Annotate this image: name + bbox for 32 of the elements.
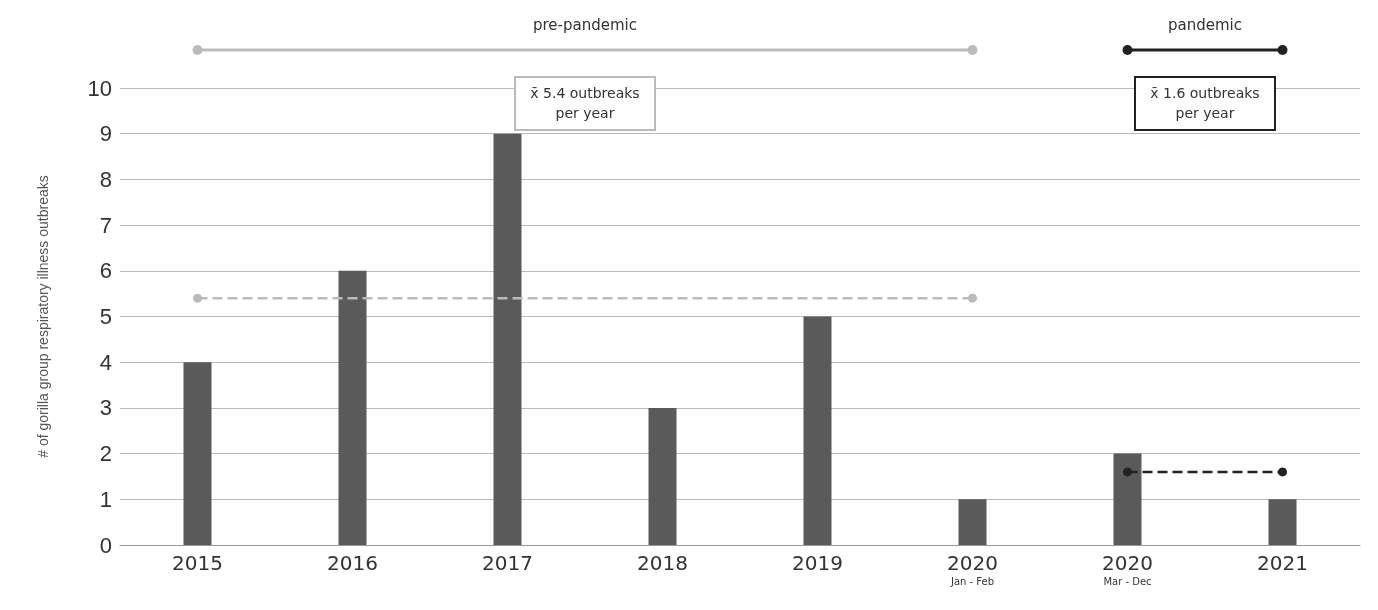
x-tick-label: 2016	[327, 551, 378, 575]
text: pre-pandemic	[533, 16, 637, 34]
x-tick-label: 2019	[792, 551, 843, 575]
annotation: x̄ 5.4 outbreaks per year	[514, 76, 656, 132]
x-tick-label: 2020 Jan - Feb	[947, 551, 998, 587]
bar	[648, 407, 677, 545]
x-tick-label: 2021	[1257, 551, 1308, 575]
y-tick-label: 4	[99, 349, 112, 375]
y-tick-label: 6	[99, 258, 112, 284]
y-tick-label: 0	[99, 532, 112, 558]
bar	[1268, 499, 1297, 545]
y-tick-label: 7	[99, 212, 112, 238]
bar	[183, 362, 212, 545]
text: pandemic	[1168, 16, 1242, 34]
y-tick-label: 2	[99, 441, 112, 467]
bar	[1113, 453, 1142, 545]
annotation: x̄ 1.6 outbreaks per year	[1134, 76, 1276, 132]
x-tick-label: 2015	[172, 551, 223, 575]
x-tick-label: 2017	[482, 551, 533, 575]
y-tick-label: 10	[87, 75, 112, 101]
bar	[803, 316, 832, 545]
bar	[338, 270, 367, 545]
y-tick-label: 3	[99, 395, 112, 421]
y-tick-label: 1	[99, 486, 112, 512]
y-tick-label: 8	[99, 166, 112, 192]
y-tick-label: 5	[99, 304, 112, 329]
y-axis-title: # of gorilla group respiratory illness outbreaks	[35, 175, 51, 458]
bar	[493, 133, 522, 545]
x-tick-label: 2020 Mar - Dec	[1102, 551, 1153, 587]
x-tick-label: 2018	[637, 551, 688, 575]
y-tick-label: 9	[99, 121, 112, 147]
bar	[958, 499, 987, 545]
